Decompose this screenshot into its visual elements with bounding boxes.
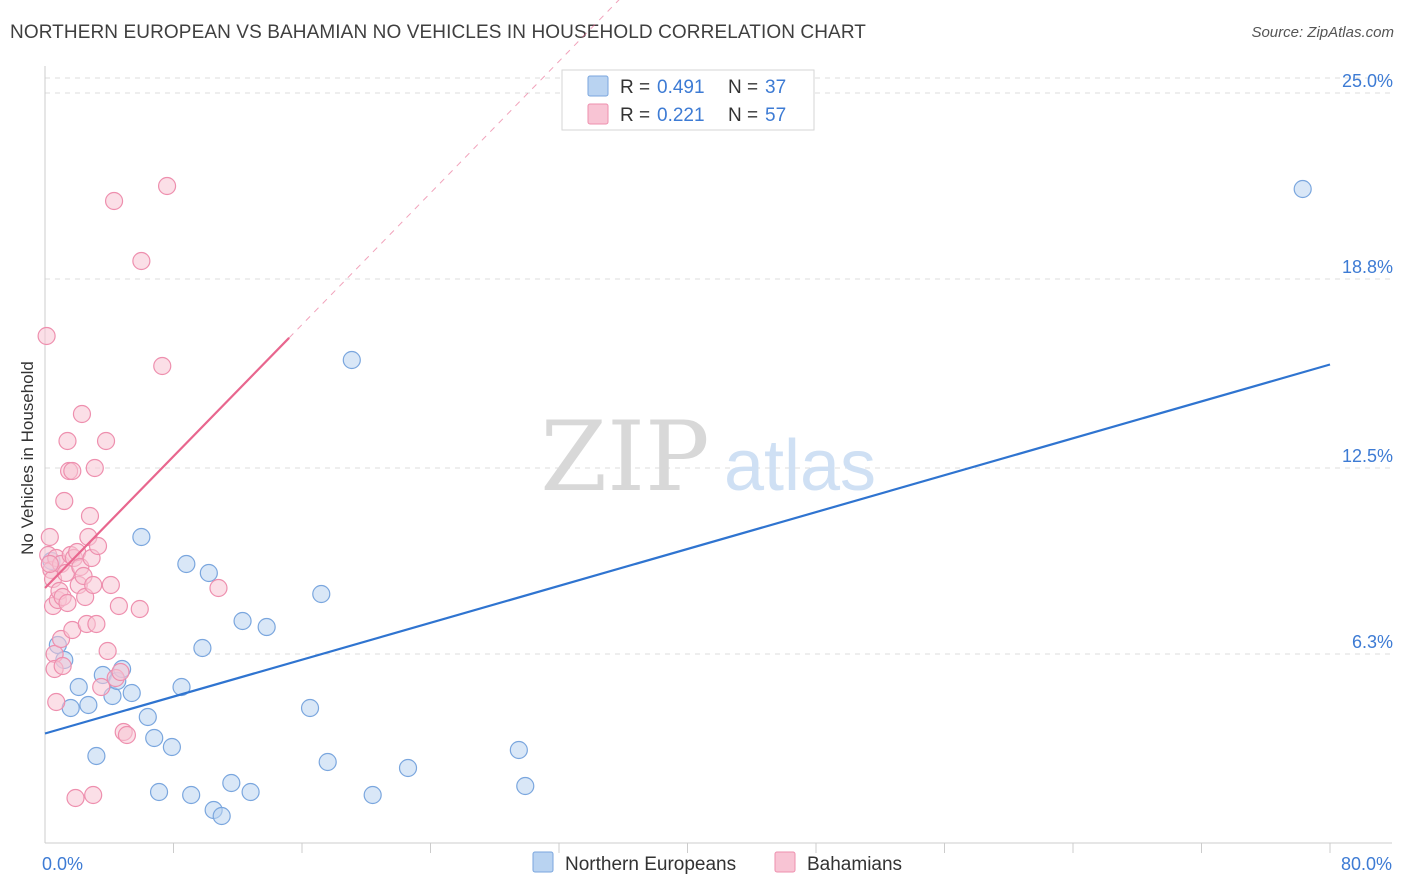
point-bahamian bbox=[98, 641, 117, 661]
legend-r-label: R = bbox=[620, 105, 650, 126]
point-northern-european bbox=[145, 728, 164, 748]
point-northern-european bbox=[1293, 179, 1312, 199]
point-bahamian bbox=[104, 191, 124, 211]
bottom-legend-label: Bahamians bbox=[807, 854, 902, 875]
point-bahamian bbox=[85, 458, 104, 478]
point-northern-european bbox=[79, 695, 98, 715]
data-points bbox=[37, 176, 1312, 826]
point-bahamian bbox=[132, 251, 151, 271]
point-northern-european bbox=[149, 782, 169, 802]
watermark-atlas: atlas bbox=[724, 426, 876, 506]
point-bahamian bbox=[40, 527, 59, 547]
trend-lines bbox=[44, 0, 1331, 735]
point-bahamian bbox=[109, 596, 128, 616]
point-bahamian bbox=[66, 788, 85, 808]
point-northern-european bbox=[398, 758, 418, 778]
point-northern-european bbox=[363, 785, 382, 805]
point-bahamian bbox=[40, 554, 59, 574]
trendline-bahamians bbox=[44, 337, 290, 589]
point-bahamian bbox=[72, 404, 92, 424]
point-bahamian bbox=[92, 677, 111, 697]
point-bahamian bbox=[80, 506, 100, 526]
y-tick-label: 12.5% bbox=[1342, 446, 1393, 466]
legend-swatch-blue bbox=[587, 75, 609, 97]
point-bahamian bbox=[153, 356, 172, 376]
legend-swatch-pink bbox=[587, 103, 609, 125]
axes: 6.3% 12.5% 18.8% 25.0% 0.0% 80.0% bbox=[42, 66, 1393, 874]
trendline-northern-europeans bbox=[44, 363, 1331, 735]
point-bahamian bbox=[157, 176, 177, 196]
source-credit: Source: ZipAtlas.com bbox=[1251, 24, 1394, 41]
point-bahamian bbox=[130, 599, 149, 619]
point-bahamian bbox=[87, 614, 106, 634]
point-northern-european bbox=[193, 638, 212, 658]
point-bahamian bbox=[101, 575, 120, 595]
point-bahamian bbox=[117, 725, 137, 745]
point-northern-european bbox=[162, 737, 181, 757]
x-tick-label: 80.0% bbox=[1341, 854, 1392, 874]
legend: R = 0.491 N = 37 R = 0.221 N = 57 bbox=[561, 69, 815, 131]
point-bahamian bbox=[47, 692, 66, 712]
point-bahamian bbox=[111, 662, 130, 682]
bottom-legend-label: Northern Europeans bbox=[565, 854, 736, 875]
point-northern-european bbox=[138, 707, 157, 727]
point-bahamian bbox=[209, 578, 228, 598]
bottom-legend-swatch-northern-europeans bbox=[532, 851, 554, 873]
point-northern-european bbox=[516, 776, 535, 796]
point-northern-european bbox=[87, 746, 106, 766]
legend-n-label: N = bbox=[728, 105, 758, 126]
watermark-zip: ZIP bbox=[540, 401, 709, 513]
point-bahamian bbox=[96, 431, 116, 451]
point-northern-european bbox=[182, 785, 201, 805]
point-northern-european bbox=[241, 782, 260, 802]
point-northern-european bbox=[172, 677, 191, 697]
point-northern-european bbox=[69, 677, 88, 697]
trendline-bahamians-extension bbox=[288, 0, 620, 339]
bottom-legend-swatch-bahamians bbox=[774, 851, 796, 873]
point-northern-european bbox=[122, 683, 141, 703]
point-bahamian bbox=[88, 536, 108, 556]
point-northern-european bbox=[132, 527, 151, 547]
point-bahamian bbox=[63, 461, 82, 481]
point-northern-european bbox=[342, 350, 361, 370]
point-bahamian bbox=[53, 656, 72, 676]
bottom-legend: Northern Europeans Bahamians bbox=[532, 851, 902, 875]
point-northern-european bbox=[300, 698, 320, 718]
point-northern-european bbox=[177, 554, 196, 574]
point-bahamian bbox=[84, 785, 103, 805]
y-tick-label: 18.8% bbox=[1342, 257, 1393, 277]
watermark: ZIP atlas bbox=[540, 401, 876, 513]
legend-r-value: 0.221 bbox=[657, 105, 705, 126]
legend-r-value: 0.491 bbox=[657, 77, 705, 98]
point-northern-european bbox=[233, 611, 252, 631]
grid bbox=[45, 77, 1392, 655]
point-northern-european bbox=[199, 563, 218, 583]
point-bahamian bbox=[58, 431, 77, 451]
chart-title: NORTHERN EUROPEAN VS BAHAMIAN NO VEHICLE… bbox=[10, 22, 867, 43]
point-bahamian bbox=[84, 575, 103, 595]
point-bahamian bbox=[37, 326, 56, 346]
y-tick-label: 25.0% bbox=[1342, 71, 1393, 91]
legend-r-label: R = bbox=[620, 77, 650, 98]
x-tick-label: 0.0% bbox=[42, 854, 83, 874]
point-northern-european bbox=[222, 773, 241, 793]
point-northern-european bbox=[212, 806, 231, 826]
point-bahamian bbox=[58, 593, 77, 613]
point-bahamian bbox=[55, 491, 74, 511]
point-northern-european bbox=[257, 617, 276, 637]
legend-n-value: 37 bbox=[765, 77, 786, 98]
point-northern-european bbox=[509, 740, 528, 760]
legend-n-value: 57 bbox=[765, 105, 786, 126]
point-northern-european bbox=[312, 584, 331, 604]
y-tick-label: 6.3% bbox=[1352, 632, 1393, 652]
legend-n-label: N = bbox=[728, 77, 758, 98]
point-northern-european bbox=[318, 752, 337, 772]
